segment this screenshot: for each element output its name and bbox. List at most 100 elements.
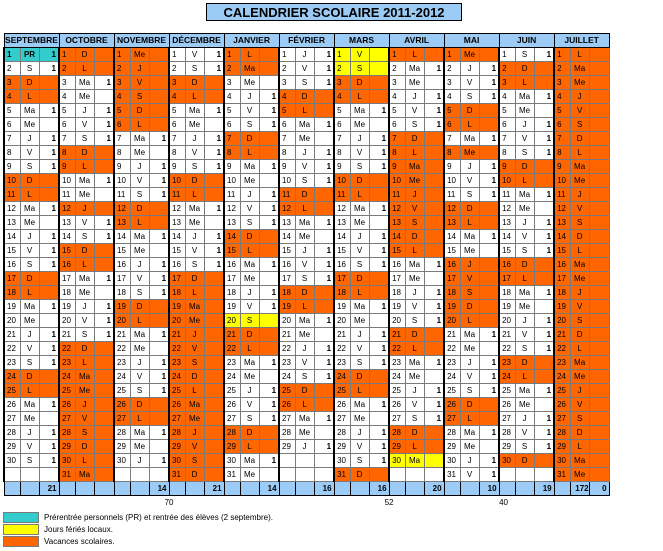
day-number-cell: 16 [58, 257, 76, 272]
weekday-cell: V [459, 271, 480, 286]
weekday-cell: V [239, 299, 260, 314]
day-number-cell: 10 [553, 173, 571, 188]
schoolday-count-cell [203, 75, 225, 90]
weekday-cell: Me [129, 243, 150, 258]
day-number-cell: 22 [113, 341, 131, 356]
day-number-cell: 21 [168, 327, 186, 342]
day-number-cell: 3 [3, 75, 21, 90]
month-total: 21 [38, 481, 60, 496]
schoolday-count-cell [93, 159, 115, 174]
day-row: 29 V 1 29 D 29 Me 29 V 29 L 29 J 1 29 V 1 29 L 29 Me 29 S 1 29 L [3, 439, 610, 454]
day-number-cell: 31 [333, 467, 351, 482]
weekday-cell: Ma [569, 257, 590, 272]
day-number-cell: 30 [168, 453, 186, 468]
day-number-cell: 13 [113, 215, 131, 230]
weekday-cell: Me [404, 75, 425, 90]
day-number-cell: 11 [333, 187, 351, 202]
day-number-cell: 26 [498, 397, 516, 412]
schoolday-count-cell: 1 [148, 229, 170, 244]
month-header: MAI [443, 33, 500, 48]
weekday-cell: D [19, 173, 40, 188]
day-number-cell [278, 453, 296, 468]
schoolday-count-cell: 1 [368, 453, 390, 468]
day-number-cell: 1 [553, 47, 571, 62]
schoolday-count-cell [533, 103, 555, 118]
totals-spacer [553, 481, 571, 496]
day-number-cell: 9 [3, 159, 21, 174]
day-number-cell: 12 [333, 201, 351, 216]
day-number-cell: 31 [223, 467, 241, 482]
schoolday-count-cell [478, 201, 500, 216]
month-header-row: SEPTEMBRE OCTOBRE NOVEMBRE DÉCEMBRE JANVIER F… [3, 33, 610, 48]
schoolday-count-cell [313, 285, 335, 300]
weekday-cell: Me [349, 313, 370, 328]
schoolday-count-cell [368, 75, 390, 90]
schoolday-count-cell [313, 201, 335, 216]
schoolday-count-cell [423, 439, 445, 454]
day-number-cell: 30 [3, 453, 21, 468]
schoolday-count-cell [478, 117, 500, 132]
day-number-cell: 6 [388, 117, 406, 132]
schoolday-count-cell: 1 [148, 173, 170, 188]
weekday-cell: J [19, 131, 40, 146]
day-number-cell: 16 [3, 257, 21, 272]
weekday-cell: V [294, 355, 315, 370]
schoolday-count-cell: 1 [478, 383, 500, 398]
day-number-cell: 15 [388, 243, 406, 258]
day-number-cell: 19 [278, 299, 296, 314]
day-row: 24 D 24 Ma 24 V 1 24 D 24 Me 24 S 1 24 D 24 Me 24 V 1 24 L 24 Me [3, 369, 610, 384]
totals-spacer [168, 481, 186, 496]
weekday-cell: S [459, 285, 480, 300]
schoolday-count-cell [93, 89, 115, 104]
schoolday-count-cell [258, 173, 280, 188]
day-number-cell: 22 [333, 341, 351, 356]
day-number-cell: 11 [168, 187, 186, 202]
day-number-cell: 22 [223, 341, 241, 356]
day-number-cell: 15 [333, 243, 351, 258]
schoolday-count-cell [93, 369, 115, 384]
schoolday-count-cell [588, 425, 610, 440]
legend-prerentree: Prérentrée personnels (PR) et rentrée de… [3, 512, 303, 524]
day-number-cell: 17 [113, 271, 131, 286]
schoolday-count-cell [533, 355, 555, 370]
weekday-cell: Ma [74, 467, 95, 482]
weekday-cell: J [404, 187, 425, 202]
schoolday-count-cell: 1 [38, 439, 60, 454]
schoolday-count-cell: 1 [368, 131, 390, 146]
weekday-cell: V [459, 467, 480, 482]
weekday-cell: Me [74, 383, 95, 398]
schoolday-count-cell [588, 131, 610, 146]
weekday-cell: S [349, 453, 370, 468]
day-number-cell: 14 [333, 229, 351, 244]
day-number-cell: 10 [278, 173, 296, 188]
day-number-cell: 19 [553, 299, 571, 314]
weekday-cell: V [569, 103, 590, 118]
weekday-cell: Ma [19, 201, 40, 216]
schoolday-count-cell: 1 [203, 201, 225, 216]
weekday-cell: Me [569, 271, 590, 286]
weekday-cell: Ma [349, 299, 370, 314]
schoolday-count-cell [258, 47, 280, 62]
schoolday-count-cell [148, 397, 170, 412]
schoolday-count-cell: 1 [313, 355, 335, 370]
day-number-cell: 21 [113, 327, 131, 342]
day-number-cell: 3 [333, 75, 351, 90]
schoolday-count-cell: 1 [423, 313, 445, 328]
schoolday-count-cell: 1 [38, 159, 60, 174]
weekday-cell: S [404, 411, 425, 426]
weekday-cell: L [459, 313, 480, 328]
weekday-cell: Me [19, 313, 40, 328]
day-row: 28 J 1 28 S 28 Ma 1 28 J 28 D 28 Me 28 J 1 28 D 28 Ma 1 28 V 1 28… [3, 425, 610, 440]
month-total: 14 [148, 481, 170, 496]
totals-spacer [74, 481, 95, 496]
schoolday-count-cell: 1 [478, 467, 500, 482]
day-number-cell: 21 [278, 327, 296, 342]
day-number-cell: 28 [333, 425, 351, 440]
weekday-cell: Me [459, 341, 480, 356]
schoolday-count-cell [258, 327, 280, 342]
schoolday-count-cell [368, 187, 390, 202]
schoolday-count-cell [588, 313, 610, 328]
schoolday-count-cell [533, 271, 555, 286]
schoolday-count-cell [478, 397, 500, 412]
weekday-cell: D [74, 243, 95, 258]
